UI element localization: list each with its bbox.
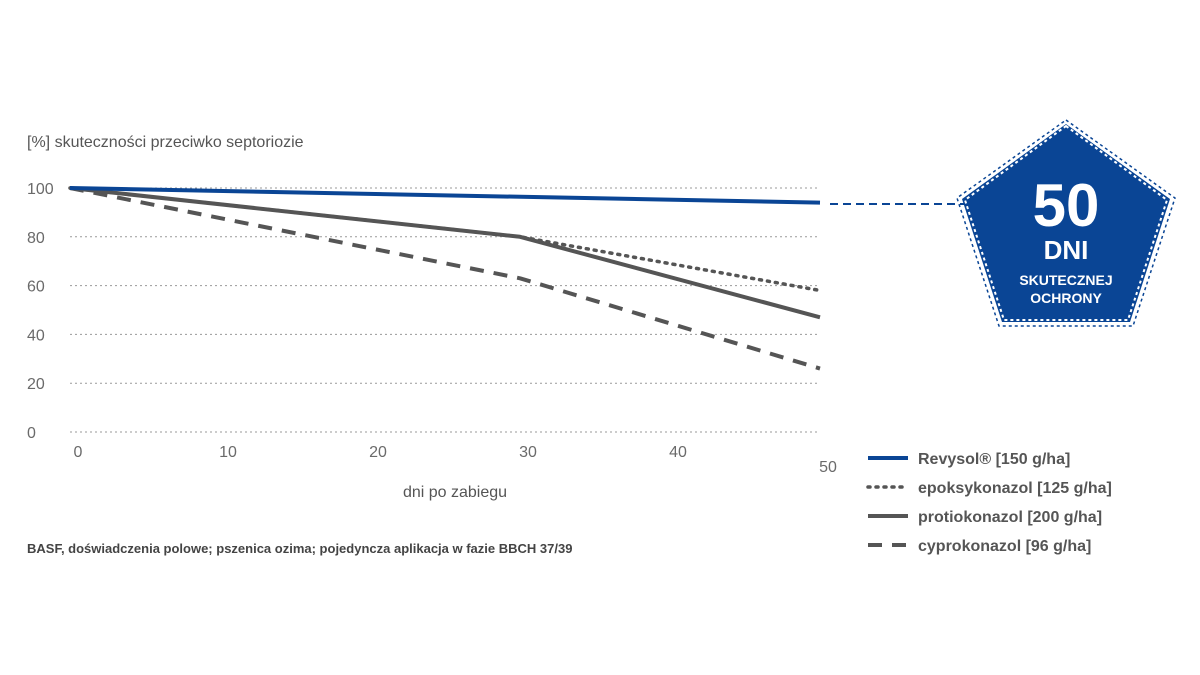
y-tick-label: 60 bbox=[27, 279, 45, 296]
x-tick-label: 0 bbox=[74, 444, 83, 461]
y-tick-label: 0 bbox=[27, 425, 36, 442]
x-tick-labels: 0 10 20 30 40 50 bbox=[74, 444, 837, 476]
series-line-1 bbox=[68, 186, 822, 293]
legend-label-0: Revysol® [150 g/ha] bbox=[918, 451, 1070, 468]
legend-label-3: cyprokonazol [96 g/ha] bbox=[918, 538, 1091, 555]
series-line-2 bbox=[69, 186, 821, 320]
legend-label-1: epoksykonazol [125 g/ha] bbox=[918, 480, 1112, 497]
series-line-0 bbox=[69, 186, 821, 205]
badge-unit: DNI bbox=[1044, 235, 1089, 265]
x-tick-label: 40 bbox=[669, 444, 687, 461]
source-note: BASF, doświadczenia polowe; pszenica ozi… bbox=[27, 541, 572, 556]
legend: Revysol® [150 g/ha] epoksykonazol [125 g/… bbox=[866, 451, 1112, 555]
y-tick-labels: 0 20 40 60 80 100 bbox=[27, 181, 54, 442]
badge-inner-border bbox=[963, 124, 1169, 321]
x-tick-label: 10 bbox=[219, 444, 237, 461]
y-tick-label: 100 bbox=[27, 181, 54, 198]
series-line-3 bbox=[69, 186, 821, 371]
y-axis-label: [%] skuteczności przeciwko septoriozie bbox=[27, 134, 304, 151]
grid-lines bbox=[70, 187, 820, 433]
badge-pentagon bbox=[962, 124, 1170, 322]
badge-number: 50 bbox=[1033, 172, 1100, 239]
badge-line-1: SKUTECZNEJ bbox=[1019, 272, 1112, 288]
x-tick-label: 30 bbox=[519, 444, 537, 461]
x-tick-label: 50 bbox=[819, 459, 837, 476]
y-tick-label: 20 bbox=[27, 376, 45, 393]
legend-label-2: protiokonazol [200 g/ha] bbox=[918, 509, 1102, 526]
x-axis-label: dni po zabiegu bbox=[403, 484, 507, 501]
series-lines bbox=[68, 186, 822, 371]
y-tick-label: 80 bbox=[27, 230, 45, 247]
y-tick-label: 40 bbox=[27, 327, 45, 344]
badge-outer-border bbox=[956, 119, 1176, 327]
x-tick-label: 20 bbox=[369, 444, 387, 461]
duration-badge: 50 DNI SKUTECZNEJ OCHRONY bbox=[956, 119, 1176, 327]
badge-line-2: OCHRONY bbox=[1030, 290, 1102, 306]
